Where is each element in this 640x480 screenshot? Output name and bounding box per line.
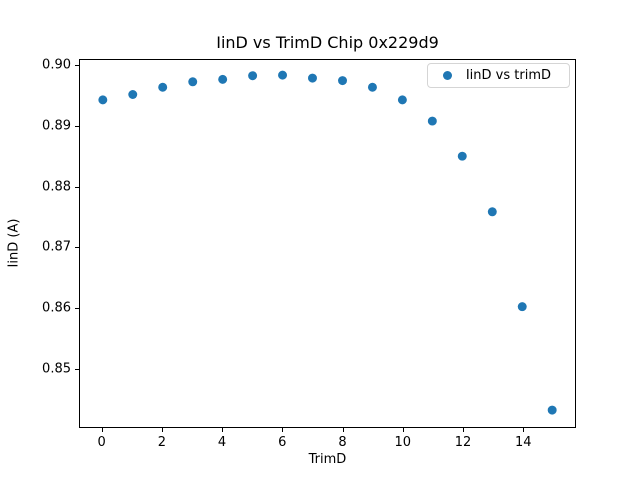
- legend: IinD vs trimD: [426, 63, 570, 88]
- scatter-point: [278, 70, 288, 80]
- y-tick-label: 0.85: [42, 361, 71, 377]
- x-tick-mark: [161, 428, 163, 432]
- chart-title: IinD vs TrimD Chip 0x229d9: [216, 33, 439, 52]
- scatter-point: [338, 76, 347, 86]
- y-tick-mark: [75, 65, 79, 67]
- y-tick-mark: [75, 247, 79, 249]
- x-tick-label: 4: [217, 435, 227, 450]
- y-tick-label: 0.90: [42, 57, 71, 73]
- x-tick-mark: [402, 428, 404, 432]
- x-tick-mark: [463, 428, 465, 432]
- y-tick-label: 0.89: [42, 118, 71, 134]
- scatter-point: [248, 71, 258, 81]
- scatter-point: [427, 116, 437, 126]
- x-tick-label: 8: [338, 435, 347, 450]
- x-tick-mark: [342, 428, 344, 432]
- x-tick-label: 14: [515, 435, 532, 450]
- x-tick-mark: [101, 428, 103, 432]
- x-tick-label: 2: [157, 435, 166, 450]
- x-axis-label: TrimD: [308, 452, 347, 467]
- x-tick-mark: [523, 428, 525, 432]
- x-tick-label: 10: [394, 435, 412, 450]
- x-tick-label: 6: [278, 435, 287, 450]
- y-tick-label: 0.86: [42, 300, 71, 316]
- scatter-point: [308, 73, 317, 83]
- y-tick-mark: [75, 186, 79, 188]
- scatter-point: [517, 302, 527, 312]
- y-tick-label: 0.88: [42, 179, 71, 195]
- scatter-point: [367, 82, 377, 92]
- scatter-points-layer: [98, 70, 557, 415]
- scatter-point: [457, 151, 467, 161]
- y-tick-mark: [75, 308, 79, 310]
- plot-area: IinD vs trimD: [79, 59, 576, 428]
- x-tick-label: 0: [97, 435, 106, 450]
- scatter-point: [487, 207, 497, 217]
- scatter-point: [98, 95, 108, 105]
- legend-marker-icon: [442, 71, 452, 80]
- y-tick-label: 0.87: [42, 239, 71, 255]
- scatter-point: [218, 74, 228, 84]
- scatter-point: [397, 95, 407, 105]
- legend-label: IinD vs trimD: [465, 68, 551, 83]
- scatter-point: [547, 405, 557, 415]
- scatter-point: [188, 77, 198, 87]
- x-tick-mark: [222, 428, 224, 432]
- y-tick-mark: [75, 369, 79, 371]
- y-tick-mark: [75, 125, 79, 127]
- y-axis-label: IinD (A): [6, 218, 22, 268]
- x-tick-label: 12: [454, 435, 472, 450]
- scatter-point: [128, 90, 138, 99]
- scatter-point: [158, 82, 168, 92]
- x-tick-mark: [282, 428, 284, 432]
